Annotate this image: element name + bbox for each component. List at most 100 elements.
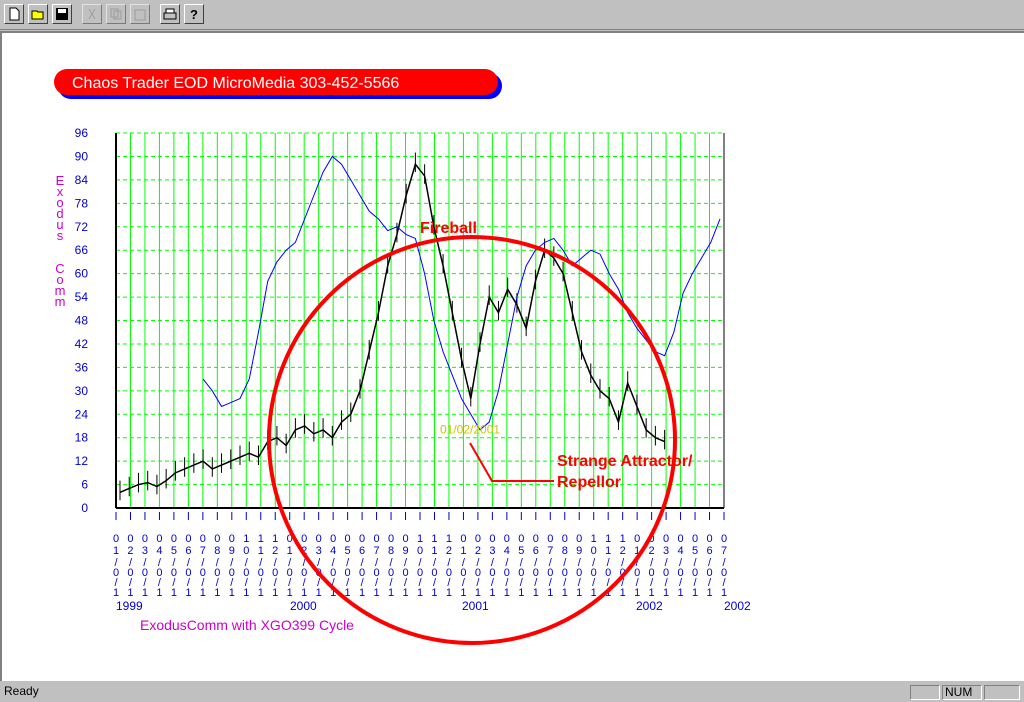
x-tick-slash: / <box>288 557 292 569</box>
x-tick-slash: / <box>462 577 466 589</box>
x-tick-digit: 0 <box>113 567 119 579</box>
x-tick-digit: 3 <box>142 545 148 557</box>
x-tick-slash: / <box>259 577 263 589</box>
y-tick-label: 66 <box>75 243 89 257</box>
x-tick-slash: / <box>534 577 538 589</box>
x-tick-slash: / <box>216 577 220 589</box>
x-tick-slash: / <box>694 557 698 569</box>
x-tick-slash: / <box>491 557 495 569</box>
x-tick-digit: 1 <box>634 587 640 599</box>
x-tick-digit: 1 <box>417 533 423 545</box>
new-file-icon <box>7 7 21 21</box>
x-tick-digit: 1 <box>258 533 264 545</box>
x-tick-slash: / <box>332 557 336 569</box>
x-tick-digit: 0 <box>721 533 727 545</box>
x-tick-digit: 1 <box>243 587 249 599</box>
status-text: Ready <box>4 684 39 698</box>
x-tick-digit: 4 <box>504 545 510 557</box>
x-tick-digit: 0 <box>402 533 408 545</box>
price-series-line <box>119 162 665 494</box>
y-axis-label-letter: o <box>56 272 63 287</box>
x-tick-digit: 0 <box>605 567 611 579</box>
x-tick-digit: 0 <box>171 533 177 545</box>
x-tick-digit: 1 <box>446 533 452 545</box>
x-tick-slash: / <box>288 577 292 589</box>
y-tick-label: 48 <box>75 314 89 328</box>
x-tick-slash: / <box>303 577 307 589</box>
x-tick-digit: 1 <box>171 587 177 599</box>
x-tick-slash: / <box>172 577 176 589</box>
x-tick-slash: / <box>129 557 133 569</box>
x-tick-slash: / <box>505 557 509 569</box>
x-tick-digit: 0 <box>591 567 597 579</box>
cycle-series-line <box>202 155 721 431</box>
x-tick-slash: / <box>505 577 509 589</box>
banner-background <box>54 69 498 95</box>
x-tick-digit: 5 <box>345 545 351 557</box>
y-tick-label: 24 <box>75 407 89 421</box>
fireball-label: Fireball <box>420 220 477 237</box>
y-tick-label: 0 <box>81 501 88 515</box>
x-tick-slash: / <box>143 577 147 589</box>
x-tick-digit: 0 <box>301 533 307 545</box>
x-tick-slash: / <box>621 557 625 569</box>
x-tick-digit: 0 <box>229 533 235 545</box>
x-tick-digit: 1 <box>533 587 539 599</box>
x-tick-digit: 0 <box>431 567 437 579</box>
x-tick-slash: / <box>636 577 640 589</box>
x-tick-digit: 1 <box>113 545 119 557</box>
save-disk-button[interactable] <box>52 4 72 24</box>
x-year-label: 2002 <box>724 599 751 613</box>
x-tick-slash: / <box>346 557 350 569</box>
x-tick-digit: 1 <box>591 533 597 545</box>
x-tick-digit: 6 <box>185 545 191 557</box>
help-icon: ? <box>187 7 201 21</box>
x-tick-slash: / <box>578 577 582 589</box>
copy-button[interactable] <box>106 4 126 24</box>
x-tick-digit: 6 <box>533 545 539 557</box>
new-file-button[interactable] <box>4 4 24 24</box>
x-tick-digit: 1 <box>402 587 408 599</box>
x-tick-digit: 0 <box>547 533 553 545</box>
x-year-label: 1999 <box>116 599 143 613</box>
save-disk-icon <box>55 7 69 21</box>
x-tick-digit: 5 <box>171 545 177 557</box>
cut-button[interactable] <box>82 4 102 24</box>
print-button[interactable] <box>160 4 180 24</box>
open-folder-button[interactable] <box>28 4 48 24</box>
x-tick-slash: / <box>534 557 538 569</box>
y-tick-label: 12 <box>75 454 89 468</box>
x-tick-slash: / <box>679 557 683 569</box>
x-tick-digit: 0 <box>127 567 133 579</box>
x-tick-digit: 0 <box>706 533 712 545</box>
help-button[interactable]: ? <box>184 4 204 24</box>
x-tick-digit: 5 <box>518 545 524 557</box>
toolbar: ? <box>0 0 1024 30</box>
x-tick-digit: 0 <box>142 533 148 545</box>
x-tick-digit: 0 <box>533 533 539 545</box>
banner-title: Chaos Trader EOD MicroMedia 303-452-5566 <box>72 75 399 92</box>
y-axis-label-letter: o <box>56 195 63 210</box>
num-lock-indicator: NUM <box>942 685 982 700</box>
y-axis-label-letter: s <box>57 228 64 243</box>
x-tick-slash: / <box>172 557 176 569</box>
paste-button[interactable] <box>130 4 150 24</box>
x-tick-digit: 0 <box>402 567 408 579</box>
y-axis-label-letter: m <box>55 294 66 309</box>
x-tick-digit: 0 <box>504 567 510 579</box>
x-tick-digit: 0 <box>678 567 684 579</box>
x-tick-digit: 1 <box>214 587 220 599</box>
attractor-label-line1: Strange Attractor/ <box>557 453 693 470</box>
x-tick-digit: 0 <box>562 567 568 579</box>
x-tick-digit: 1 <box>156 587 162 599</box>
x-tick-digit: 0 <box>634 533 640 545</box>
x-tick-slash: / <box>476 557 480 569</box>
print-icon <box>163 7 177 21</box>
x-tick-digit: 0 <box>185 533 191 545</box>
x-tick-digit: 0 <box>185 567 191 579</box>
y-axis-label-letter: C <box>55 261 64 276</box>
x-tick-slash: / <box>114 557 118 569</box>
x-tick-slash: / <box>303 557 307 569</box>
x-tick-slash: / <box>665 577 669 589</box>
x-tick-slash: / <box>230 577 234 589</box>
